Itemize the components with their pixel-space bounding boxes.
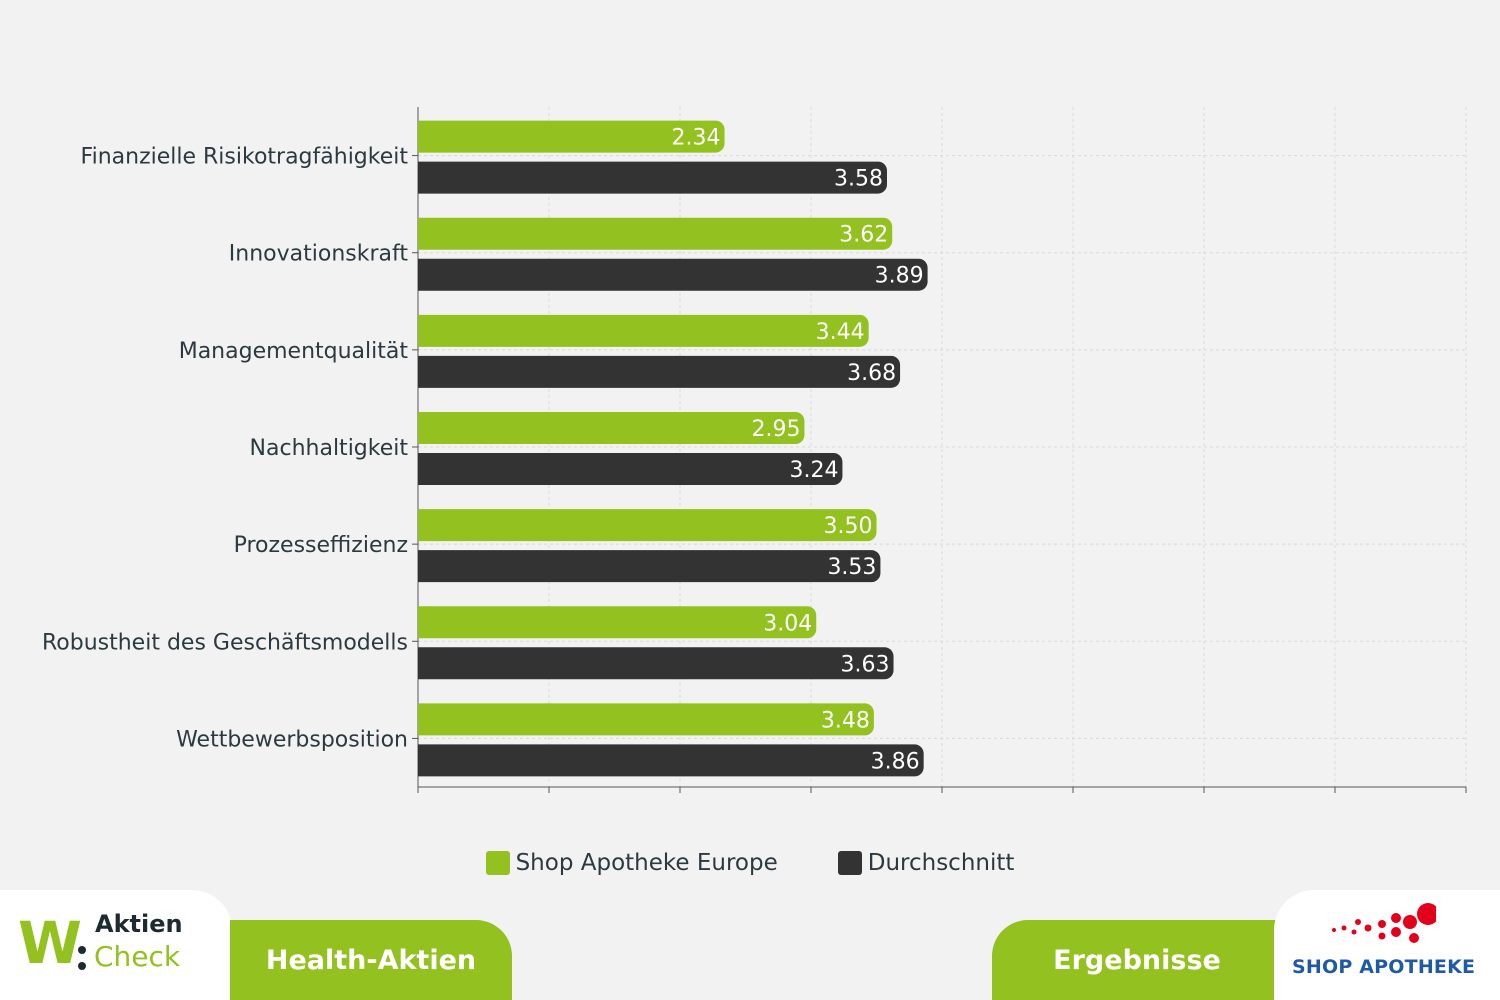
legend-swatch-dark bbox=[837, 851, 862, 875]
bar-durchschnitt[interactable] bbox=[418, 161, 887, 194]
category-label: Prozesseffizienz bbox=[234, 533, 408, 558]
data-label: 3.63 bbox=[841, 652, 890, 677]
brand-text: SHOP APOTHEKE bbox=[1292, 956, 1476, 978]
data-label: 2.34 bbox=[672, 126, 721, 151]
data-label: 3.24 bbox=[789, 458, 838, 483]
labels: Finanzielle Risikotragfähigkeit 2.34 3.58 I… bbox=[42, 126, 924, 775]
bar-shop-apotheke[interactable] bbox=[418, 120, 725, 153]
bar-durchschnitt[interactable] bbox=[418, 744, 924, 777]
tab-health-aktien[interactable]: Health-Aktien bbox=[230, 920, 512, 1000]
legend-item-durchschnitt[interactable]: Durchschnitt bbox=[837, 850, 1015, 876]
data-label: 3.44 bbox=[816, 320, 865, 345]
data-label: 3.89 bbox=[875, 264, 924, 289]
legend-item-shop-apotheke[interactable]: Shop Apotheke Europe bbox=[485, 850, 778, 876]
gridlines bbox=[412, 107, 1467, 793]
bar-shop-apotheke[interactable] bbox=[418, 412, 805, 444]
category-label: Innovationskraft bbox=[229, 242, 409, 267]
bar-durchschnitt[interactable] bbox=[418, 355, 901, 388]
tab-ergebnisse[interactable]: Ergebnisse bbox=[992, 920, 1282, 1000]
dots-logo-icon bbox=[1332, 903, 1436, 943]
logo-aktien-text: Aktien bbox=[95, 910, 183, 938]
tab-label: Health-Aktien bbox=[265, 944, 477, 976]
category-label: Robustheit des Geschäftsmodells bbox=[42, 630, 408, 655]
bar-durchschnitt[interactable] bbox=[418, 258, 928, 291]
category-label: Finanzielle Risikotragfähigkeit bbox=[81, 145, 409, 170]
category-label: Managementqualität bbox=[179, 339, 409, 364]
category-label: Nachhaltigkeit bbox=[250, 436, 409, 461]
data-label: 3.53 bbox=[827, 555, 876, 580]
category-label: Wettbewerbsposition bbox=[176, 727, 408, 752]
bar-shop-apotheke[interactable] bbox=[418, 606, 817, 639]
shop-apotheke-logo: SHOP APOTHEKE bbox=[1274, 890, 1500, 1000]
data-label: 3.04 bbox=[763, 611, 812, 636]
tab-label: Ergebnisse bbox=[1053, 944, 1221, 976]
data-label: 3.58 bbox=[834, 167, 883, 192]
legend-swatch-green bbox=[485, 851, 510, 875]
aktien-check-logo[interactable]: W Aktien Check bbox=[0, 890, 232, 1000]
data-label: 3.68 bbox=[847, 361, 896, 386]
bar-shop-apotheke[interactable] bbox=[418, 703, 874, 736]
legend: Shop Apotheke Europe Durchschnitt bbox=[0, 850, 1500, 876]
logo-check-text: Check bbox=[94, 940, 181, 973]
bars bbox=[418, 120, 928, 777]
data-label: 2.95 bbox=[751, 417, 800, 442]
bar-chart: Finanzielle Risikotragfähigkeit 2.34 3.58 I… bbox=[42, 107, 1467, 793]
data-label: 3.50 bbox=[824, 514, 873, 539]
legend-label: Shop Apotheke Europe bbox=[515, 850, 778, 876]
bar-shop-apotheke[interactable] bbox=[418, 509, 877, 542]
legend-label: Durchschnitt bbox=[867, 850, 1015, 876]
bar-shop-apotheke[interactable] bbox=[418, 314, 869, 347]
colon-icon bbox=[77, 944, 87, 974]
bar-durchschnitt[interactable] bbox=[418, 647, 894, 680]
data-label: 3.62 bbox=[839, 223, 888, 248]
w-logo-icon: W bbox=[18, 909, 82, 977]
bar-durchschnitt[interactable] bbox=[418, 550, 881, 583]
bar-shop-apotheke[interactable] bbox=[418, 217, 893, 250]
bar-durchschnitt[interactable] bbox=[418, 453, 843, 485]
data-label: 3.48 bbox=[821, 708, 870, 733]
data-label: 3.86 bbox=[871, 749, 920, 774]
